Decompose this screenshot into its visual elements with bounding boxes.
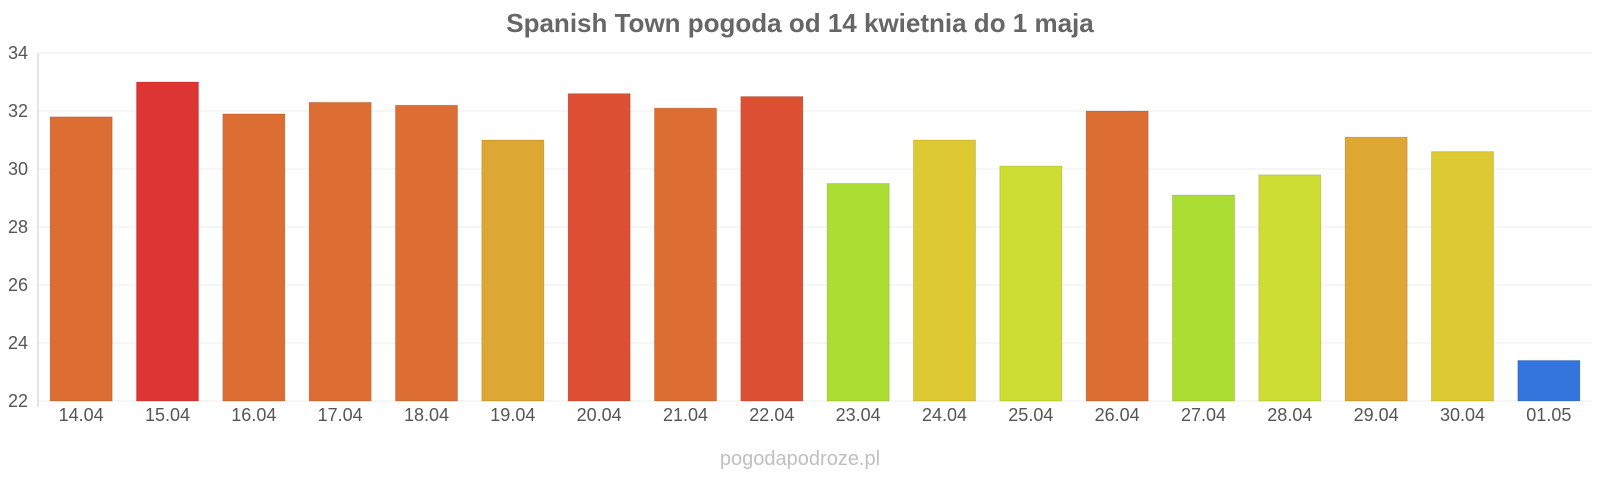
bar-01.05	[1517, 359, 1581, 402]
bars	[49, 81, 1581, 402]
x-tick-label: 25.04	[1008, 405, 1053, 425]
x-axis-ticks: 14.04 15.04 16.04 17.04 18.04 19.04 20.04 21.04…	[59, 405, 1572, 425]
y-tick-label: 26	[8, 275, 28, 295]
x-tick-label: 23.04	[836, 405, 881, 425]
bar-20.04	[567, 93, 631, 402]
y-tick-label: 34	[8, 43, 28, 63]
y-tick-label: 32	[8, 101, 28, 121]
bar-22.04	[740, 96, 804, 402]
x-tick-label: 14.04	[59, 405, 104, 425]
grid-lines	[38, 52, 1592, 402]
x-tick-label: 21.04	[663, 405, 708, 425]
bar-15.04	[135, 81, 200, 402]
y-tick-label: 30	[8, 159, 28, 179]
x-tick-label: 28.04	[1267, 405, 1312, 425]
x-tick-label: 16.04	[231, 405, 276, 425]
bar-29.04	[1344, 136, 1408, 402]
bar-17.04	[308, 101, 372, 402]
bar-25.04	[999, 165, 1063, 402]
x-tick-label: 29.04	[1354, 405, 1399, 425]
x-tick-label: 15.04	[145, 405, 190, 425]
y-tick-label: 22	[8, 391, 28, 411]
x-tick-label: 26.04	[1095, 405, 1140, 425]
bar-16.04	[222, 113, 286, 402]
x-tick-label: 30.04	[1440, 405, 1485, 425]
x-tick-label: 24.04	[922, 405, 967, 425]
x-tick-label: 22.04	[749, 405, 794, 425]
x-tick-label: 01.05	[1526, 405, 1571, 425]
y-axis-ticks: 22 24 26 28 30 32 34	[8, 43, 28, 411]
bar-28.04	[1258, 174, 1322, 402]
bar-27.04	[1171, 194, 1236, 402]
y-tick-label: 28	[8, 217, 28, 237]
bar-19.04	[481, 139, 545, 402]
y-tick-label: 24	[8, 333, 28, 353]
bar-26.04	[1085, 110, 1149, 402]
bar-24.04	[912, 139, 977, 402]
x-tick-label: 27.04	[1181, 405, 1226, 425]
x-tick-label: 17.04	[318, 405, 363, 425]
bar-23.04	[826, 183, 890, 402]
bar-14.04	[49, 116, 113, 402]
bar-30.04	[1430, 151, 1495, 402]
x-tick-label: 18.04	[404, 405, 449, 425]
watermark: pogodapodroze.pl	[719, 448, 881, 470]
bar-21.04	[653, 107, 718, 402]
bar-18.04	[394, 104, 459, 402]
chart-title: Spanish Town pogoda od 14 kwietnia do 1 …	[506, 8, 1094, 38]
x-tick-label: 19.04	[490, 405, 535, 425]
x-tick-label: 20.04	[577, 405, 622, 425]
